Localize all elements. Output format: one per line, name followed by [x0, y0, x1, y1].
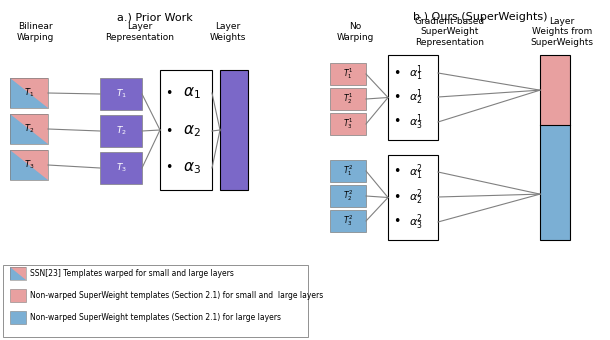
Bar	[10, 114, 48, 144]
Text: $T^1_1$: $T^1_1$	[343, 67, 353, 82]
Polygon shape	[10, 267, 26, 280]
Text: $T_3$: $T_3$	[24, 159, 34, 171]
Bar	[10, 311, 26, 324]
Text: $T^2_1$: $T^2_1$	[343, 164, 353, 178]
Polygon shape	[10, 114, 48, 144]
Bar	[330, 185, 366, 207]
Text: Layer
Representation: Layer Representation	[106, 22, 174, 42]
Polygon shape	[10, 150, 48, 180]
Bar	[330, 160, 366, 182]
Text: $\alpha^2_3$: $\alpha^2_3$	[409, 212, 423, 232]
Text: $T^2_2$: $T^2_2$	[343, 189, 353, 203]
Text: a.) Prior Work: a.) Prior Work	[117, 12, 193, 22]
Text: No
Warping: No Warping	[336, 22, 374, 42]
Text: $\alpha_2$: $\alpha_2$	[183, 123, 201, 139]
Text: •: •	[393, 216, 401, 228]
Bar	[10, 150, 48, 180]
Text: $T_2$: $T_2$	[115, 125, 126, 137]
Text: Layer
Weights from
SuperWeights: Layer Weights from SuperWeights	[531, 17, 594, 47]
Bar	[100, 78, 142, 110]
Text: $\alpha^1_2$: $\alpha^1_2$	[409, 87, 423, 107]
Text: b.) Ours (SuperWeights): b.) Ours (SuperWeights)	[413, 12, 547, 22]
Text: •: •	[393, 67, 401, 80]
Text: •: •	[165, 86, 173, 100]
Text: •: •	[393, 166, 401, 178]
Bar	[100, 115, 142, 147]
Text: Layer
Weights: Layer Weights	[210, 22, 246, 42]
Text: $\alpha_1$: $\alpha_1$	[183, 85, 201, 101]
Bar	[540, 55, 570, 125]
Bar	[540, 55, 570, 240]
Text: Bilinear
Warping: Bilinear Warping	[16, 22, 54, 42]
Bar	[330, 113, 366, 135]
Text: $T_2$: $T_2$	[24, 123, 34, 135]
Bar	[160, 70, 212, 190]
Text: $\alpha_3$: $\alpha_3$	[183, 160, 201, 176]
Polygon shape	[10, 78, 48, 108]
Text: $T^2_3$: $T^2_3$	[343, 214, 353, 228]
Text: •: •	[165, 124, 173, 137]
Text: $T_1$: $T_1$	[24, 87, 34, 99]
Text: •: •	[393, 90, 401, 103]
Bar	[330, 210, 366, 232]
Text: $T_3$: $T_3$	[115, 162, 126, 174]
Bar	[388, 155, 438, 240]
Text: $\alpha^2_1$: $\alpha^2_1$	[409, 162, 423, 182]
Bar	[10, 114, 48, 144]
Text: Gradient-based
SuperWeight
Representation: Gradient-based SuperWeight Representatio…	[415, 17, 485, 47]
Text: $T^1_2$: $T^1_2$	[343, 91, 353, 106]
Text: $T_1$: $T_1$	[115, 88, 126, 100]
Text: •: •	[165, 162, 173, 174]
Bar	[330, 88, 366, 110]
Bar	[540, 125, 570, 240]
Text: $T^1_3$: $T^1_3$	[343, 117, 353, 132]
Bar	[10, 78, 48, 108]
Bar	[100, 152, 142, 184]
Bar	[10, 78, 48, 108]
Text: $\alpha^2_2$: $\alpha^2_2$	[409, 187, 423, 207]
Bar	[10, 267, 26, 280]
Bar	[388, 55, 438, 140]
Bar	[10, 150, 48, 180]
Bar	[330, 63, 366, 85]
Text: SSN[23] Templates warped for small and large layers: SSN[23] Templates warped for small and l…	[30, 269, 234, 278]
Bar	[220, 70, 248, 190]
Bar	[10, 267, 26, 280]
Text: $\alpha^1_3$: $\alpha^1_3$	[409, 112, 423, 132]
Bar	[10, 289, 26, 302]
Text: •: •	[393, 116, 401, 129]
Text: Non-warped SuperWeight templates (Section 2.1) for small and  large layers: Non-warped SuperWeight templates (Sectio…	[30, 291, 323, 300]
Bar	[3, 265, 308, 337]
Text: $\alpha^1_1$: $\alpha^1_1$	[409, 63, 423, 83]
Text: •: •	[393, 190, 401, 204]
Text: Non-warped SuperWeight templates (Section 2.1) for large layers: Non-warped SuperWeight templates (Sectio…	[30, 313, 281, 322]
